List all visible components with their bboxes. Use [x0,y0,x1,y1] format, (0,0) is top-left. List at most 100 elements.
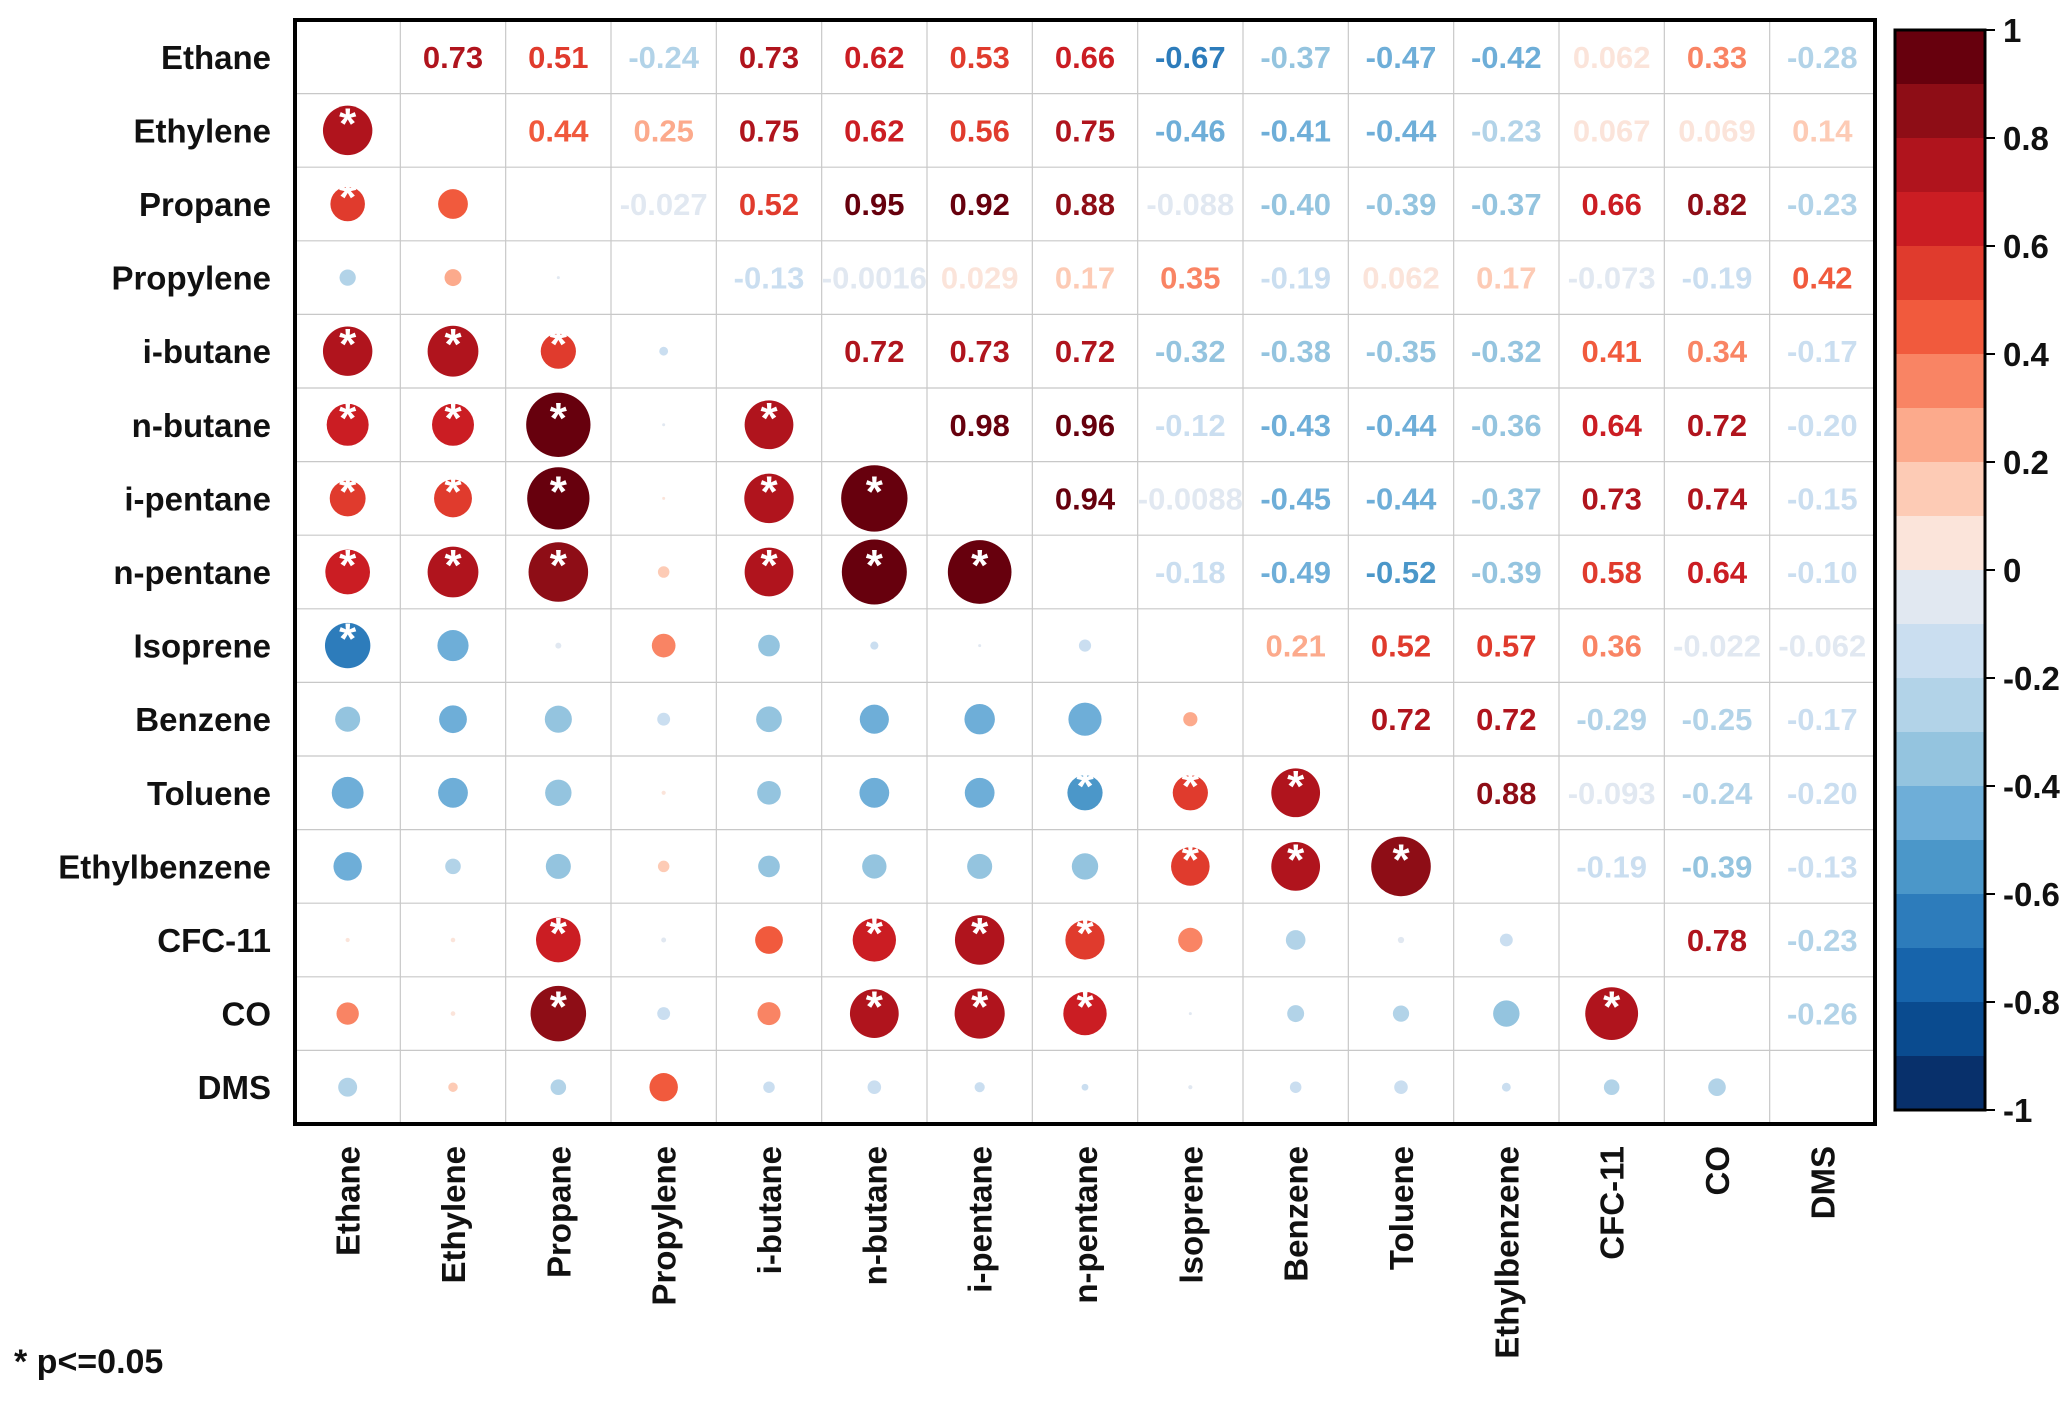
cell-value-label: -0.32 [1155,334,1226,369]
cell-value-label: -0.44 [1366,113,1437,148]
correlation-circle [651,633,676,658]
cell-value-label: -0.17 [1787,702,1858,737]
correlation-circle [427,546,479,598]
cell-value-label: -0.20 [1787,408,1858,443]
correlation-circle [1585,987,1639,1041]
correlation-circle [662,496,666,500]
correlation-circle [1371,836,1431,897]
cell-value-label: -0.49 [1260,555,1331,590]
cell-value-label: 0.66 [1581,187,1641,222]
correlation-circle [450,1011,456,1016]
correlation-circle [1397,936,1405,944]
cell-value-label: -0.0016 [822,261,927,296]
correlation-circle [1493,1000,1520,1027]
correlation-circle [756,706,782,733]
cell-value-label: 0.53 [949,40,1009,75]
correlation-circle [964,703,995,735]
cell-value-label: -0.40 [1260,187,1331,222]
cell-value-label: 0.029 [941,261,1019,296]
cell-value-label: 0.95 [844,187,904,222]
column-label: Benzene [1278,1146,1315,1282]
cell-value-label: 0.75 [1055,113,1115,148]
row-label: CO [222,996,272,1033]
correlation-circle [445,858,461,875]
column-label: i-pentane [962,1146,999,1293]
correlation-circle [545,853,571,879]
significance-star: * [1076,909,1094,958]
correlation-circle [662,423,666,427]
cell-value-label: 0.36 [1581,629,1641,664]
colorbar-tick-label: -1 [2003,1092,2032,1129]
correlation-circle [1287,1005,1305,1023]
colorbar-tick-label: 1 [2003,12,2021,49]
cell-value-label: -0.10 [1787,555,1858,590]
cell-value-label: -0.24 [628,40,699,75]
cell-value-label: 0.17 [1055,261,1115,296]
correlation-circle [859,777,890,808]
correlation-circle [967,853,993,879]
significance-star: * [971,983,989,1032]
cell-value-label: 0.14 [1792,113,1853,148]
correlation-circle [335,706,361,732]
colorbar-tick-label: 0.4 [2003,336,2050,373]
correlation-circle [444,269,462,287]
cell-value-label: 0.73 [739,40,799,75]
correlation-circle [528,542,589,602]
column-label: Ethylbenzene [1488,1146,1525,1359]
row-label: Ethylbenzene [58,848,271,885]
correlation-circle [556,276,560,280]
cell-value-label: 0.66 [1055,40,1115,75]
correlation-circle [974,1082,985,1093]
significance-star: * [866,467,884,516]
correlation-circle [1499,933,1513,947]
correlation-circle [841,539,907,605]
significance-star: * [550,541,568,590]
significance-star: * [339,173,357,222]
correlation-circle [870,641,879,650]
correlation-circle [535,917,581,963]
cell-value-label: 0.21 [1265,629,1325,664]
correlation-circle [555,642,562,649]
cell-value-label: -0.0088 [1138,481,1243,516]
significance-star: * [339,320,357,369]
colorbar-segment [1895,1002,1985,1057]
colorbar-segment [1895,354,1985,409]
column-label: Isoprene [1172,1146,1209,1284]
column-label: CFC-11 [1594,1146,1631,1260]
correlation-circle [530,985,587,1042]
correlation-circle [326,403,369,446]
cell-value-label: 0.72 [1055,334,1115,369]
cell-value-label: -0.28 [1787,40,1858,75]
correlation-circle [758,634,780,657]
significance-star: * [866,909,884,958]
cell-value-label: -0.67 [1155,40,1226,75]
correlation-circle [544,705,572,733]
row-label: Ethane [161,39,271,76]
correlation-circle [329,480,366,517]
grid-layer [293,18,1877,1126]
correlation-circle [540,333,576,369]
cell-value-label: -0.44 [1366,481,1437,516]
colorbar-tick-label: 0.6 [2003,228,2049,265]
significance-star: * [971,909,989,958]
cell-value-label: -0.37 [1260,40,1331,75]
cell-value-label: -0.42 [1471,40,1542,75]
significance-star: * [339,394,357,443]
cell-value-label: 0.44 [528,113,589,148]
cell-value-label: 0.52 [739,187,799,222]
colorbar-segment [1895,84,1985,139]
significance-star: * [866,983,884,1032]
colorbar-segment [1895,894,1985,949]
column-label: CO [1699,1146,1736,1196]
correlation-circle [859,704,889,734]
correlation-circle [438,189,468,219]
correlation-circle [657,566,670,578]
value-layer: 0.73 0.51 -0.24 0.73 0.62 0.53 0.66 -0.67 -0.37-… [423,40,1866,1032]
correlation-circle [744,400,794,450]
correlation-circle [763,1081,775,1093]
significance-star: * [550,320,568,369]
correlation-circle [1067,775,1103,811]
significance-star: * [760,467,778,516]
cell-value-label: 0.72 [1687,408,1747,443]
